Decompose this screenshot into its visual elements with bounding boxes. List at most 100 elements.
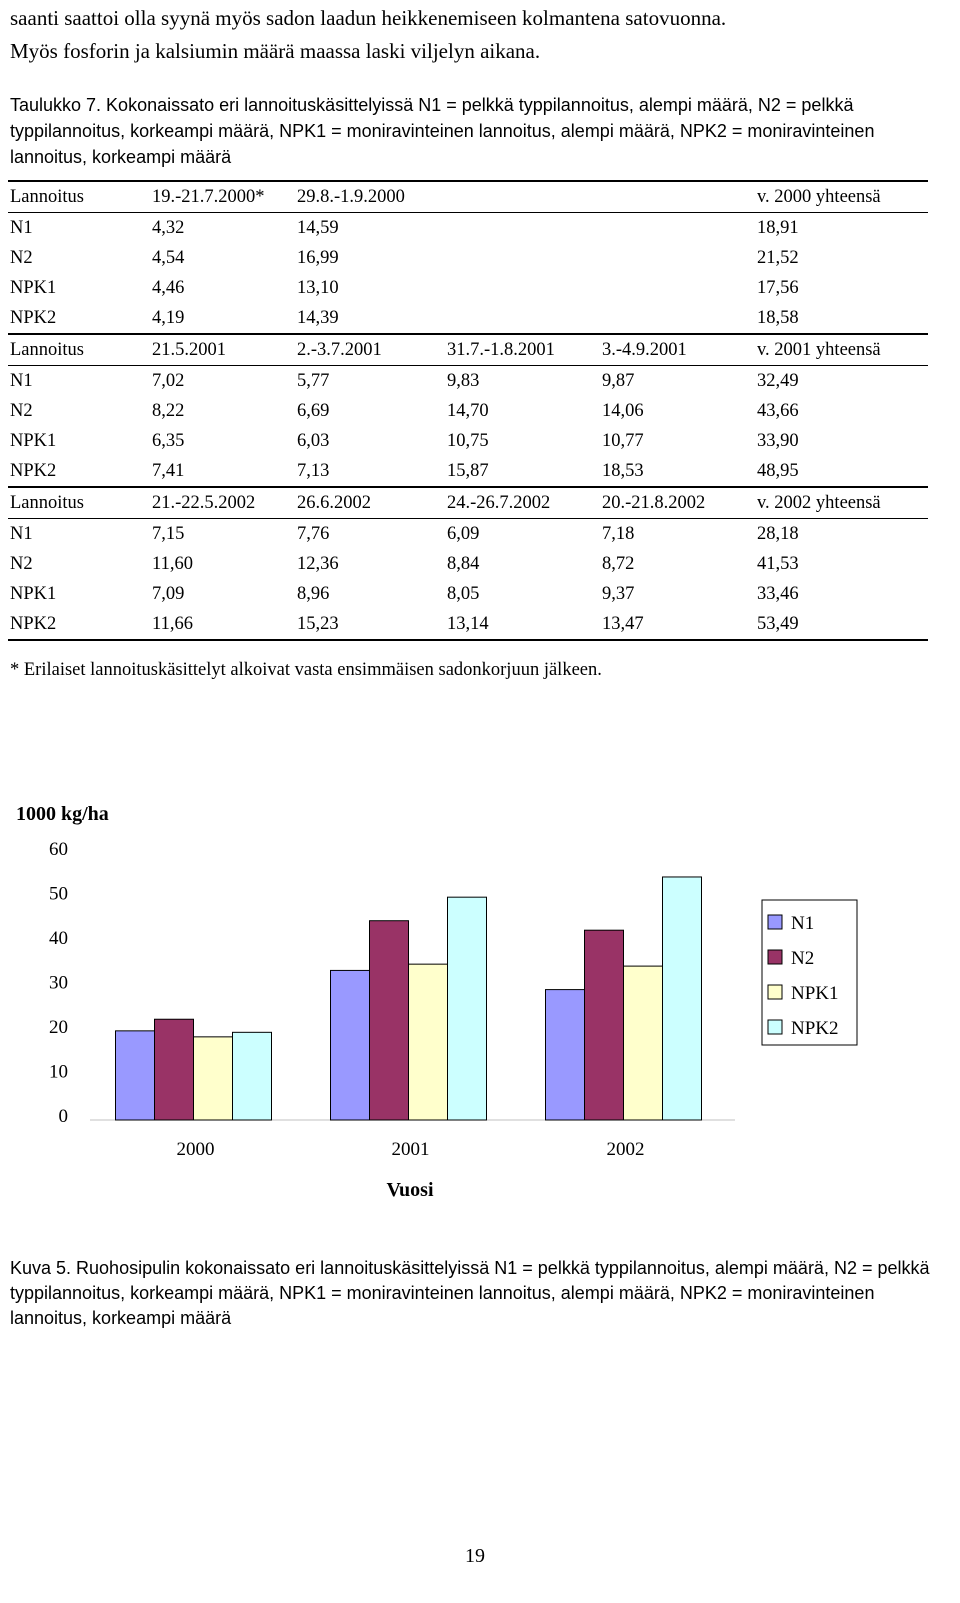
bar-n2-2002 — [584, 929, 624, 1121]
header-cell: 24.-26.7.2002 — [447, 492, 551, 513]
bar-n1-2000 — [115, 1030, 155, 1121]
value-cell: 10,75 — [447, 430, 489, 451]
treatment-cell: NPK2 — [10, 613, 57, 634]
value-cell: 9,87 — [602, 370, 635, 391]
value-cell: 53,49 — [757, 613, 799, 634]
header-cell: 20.-21.8.2002 — [602, 492, 706, 513]
value-cell: 9,83 — [447, 370, 480, 391]
table-header-row: Lannoitus 21.5.2001 2.-3.7.2001 31.7.-1.8.2… — [8, 334, 928, 366]
bar-npk1-2002 — [623, 965, 663, 1121]
legend-label-npk1: NPK1 — [791, 983, 839, 1004]
bar-npk2-2001 — [447, 896, 487, 1121]
value-cell: 11,66 — [152, 613, 193, 634]
yield-table: Lannoitus 19.-21.7.2000* 29.8.-1.9.2000 v. … — [8, 180, 928, 641]
header-cell: Lannoitus — [10, 339, 84, 360]
header-cell: 2.-3.7.2001 — [297, 339, 382, 360]
table-row: N2 8,22 6,69 14,70 14,06 43,66 — [8, 396, 928, 426]
treatment-cell: NPK1 — [10, 583, 57, 604]
value-cell: 13,47 — [602, 613, 644, 634]
y-tick-label: 10 — [49, 1062, 68, 1083]
treatment-cell: N2 — [10, 400, 33, 421]
treatment-cell: N1 — [10, 217, 33, 238]
value-cell: 33,46 — [757, 583, 799, 604]
value-cell: 7,18 — [602, 523, 635, 544]
table-row: NPK2 7,41 7,13 15,87 18,53 48,95 — [8, 456, 928, 487]
header-cell: 21.-22.5.2002 — [152, 492, 256, 513]
value-cell: 5,77 — [297, 370, 330, 391]
value-cell — [600, 273, 755, 303]
value-cell: 17,56 — [757, 277, 799, 298]
treatment-cell: NPK2 — [10, 307, 57, 328]
legend-swatch-n1 — [767, 914, 783, 930]
table-row: NPK2 4,19 14,39 18,58 — [8, 303, 928, 334]
value-cell: 41,53 — [757, 553, 799, 574]
table-row: NPK1 7,09 8,96 8,05 9,37 33,46 — [8, 579, 928, 609]
x-tick-label: 2000 — [177, 1139, 215, 1160]
value-cell: 18,53 — [602, 460, 644, 481]
header-cell: 26.6.2002 — [297, 492, 371, 513]
value-cell: 4,46 — [152, 277, 185, 298]
header-cell: v. 2001 yhteensä — [757, 339, 881, 360]
value-cell — [445, 213, 600, 244]
figure-caption: Kuva 5. Ruohosipulin kokonaissato eri la… — [10, 1258, 930, 1328]
value-cell: 43,66 — [757, 400, 799, 421]
y-tick-label: 20 — [49, 1017, 68, 1038]
value-cell: 9,37 — [602, 583, 635, 604]
yield-table-body: Lannoitus 19.-21.7.2000* 29.8.-1.9.2000 v. … — [8, 181, 928, 640]
table-caption: Taulukko 7. Kokonaissato eri lannoituskä… — [10, 95, 875, 167]
value-cell — [445, 243, 600, 273]
value-cell: 7,02 — [152, 370, 185, 391]
value-cell — [445, 273, 600, 303]
header-cell: 21.5.2001 — [152, 339, 226, 360]
value-cell — [600, 303, 755, 334]
table-header-row: Lannoitus 19.-21.7.2000* 29.8.-1.9.2000 v. … — [8, 181, 928, 213]
value-cell: 10,77 — [602, 430, 644, 451]
treatment-cell: NPK1 — [10, 430, 57, 451]
page-number: 19 — [465, 1545, 485, 1567]
header-cell: 31.7.-1.8.2001 — [447, 339, 555, 360]
legend-swatch-npk1 — [767, 984, 783, 1000]
value-cell — [600, 213, 755, 244]
treatment-cell: N1 — [10, 370, 33, 391]
header-cell: 29.8.-1.9.2000 — [297, 186, 405, 207]
legend-swatch-npk2 — [767, 1019, 783, 1035]
yield-bar-chart: 1000 kg/ha 0 10 20 30 40 50 60 2000 2001 2002 Vuosi… — [16, 803, 858, 1201]
value-cell: 8,84 — [447, 553, 480, 574]
y-tick-label: 60 — [49, 839, 68, 860]
header-cell — [445, 181, 600, 213]
value-cell: 8,72 — [602, 553, 635, 574]
bar-n2-2000 — [154, 1018, 194, 1121]
x-tick-label: 2001 — [392, 1139, 430, 1160]
table-row: NPK2 11,66 15,23 13,14 13,47 53,49 — [8, 609, 928, 640]
table-footnote: * Erilaiset lannoituskäsittelyt alkoivat… — [10, 660, 602, 680]
treatment-cell: NPK2 — [10, 460, 57, 481]
treatment-cell: N1 — [10, 523, 33, 544]
value-cell: 15,87 — [447, 460, 489, 481]
bar-npk1-2000 — [193, 1036, 233, 1121]
value-cell: 11,60 — [152, 553, 193, 574]
value-cell: 18,91 — [757, 217, 799, 238]
value-cell: 13,10 — [297, 277, 339, 298]
x-axis-label: Vuosi — [386, 1179, 434, 1201]
y-tick-label: 30 — [49, 973, 68, 994]
header-cell: v. 2000 yhteensä — [757, 186, 881, 207]
header-cell: v. 2002 yhteensä — [757, 492, 881, 513]
intro-paragraph: saanti saattoi olla syynä myös sadon laa… — [10, 2, 945, 68]
value-cell: 7,09 — [152, 583, 185, 604]
y-tick-label: 50 — [49, 884, 68, 905]
value-cell: 4,19 — [152, 307, 185, 328]
bar-npk2-2000 — [232, 1031, 272, 1121]
legend-label-npk2: NPK2 — [791, 1018, 839, 1039]
header-cell: 19.-21.7.2000* — [152, 186, 265, 207]
bar-npk2-2002 — [662, 876, 702, 1121]
x-tick-label: 2002 — [607, 1139, 645, 1160]
value-cell: 28,18 — [757, 523, 799, 544]
table-row: N2 11,60 12,36 8,84 8,72 41,53 — [8, 549, 928, 579]
table-row: NPK1 6,35 6,03 10,75 10,77 33,90 — [8, 426, 928, 456]
treatment-cell: N2 — [10, 553, 33, 574]
table-row: N2 4,54 16,99 21,52 — [8, 243, 928, 273]
legend-label-n2: N2 — [791, 948, 814, 969]
value-cell: 14,39 — [297, 307, 339, 328]
treatment-cell: NPK1 — [10, 277, 57, 298]
value-cell: 8,96 — [297, 583, 330, 604]
